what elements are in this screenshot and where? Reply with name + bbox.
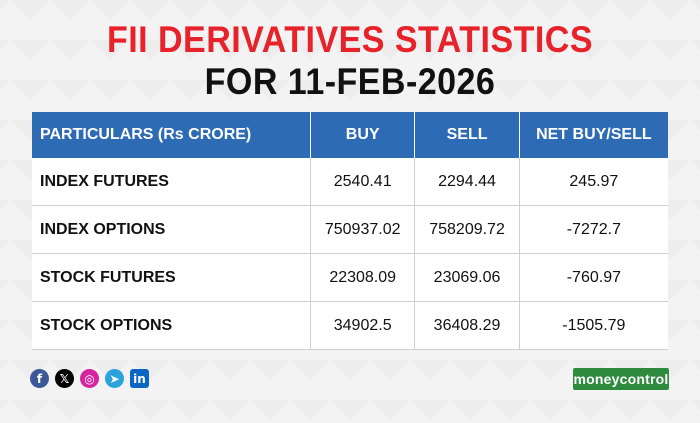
row-sell: 758209.72 [414,205,520,254]
row-buy: 22308.09 [310,253,416,302]
table-row: INDEX OPTIONS 750937.02 758209.72 -7272.… [32,205,668,254]
row-particular: INDEX OPTIONS [32,205,311,254]
row-net: -1505.79 [519,301,668,350]
row-sell: 2294.44 [414,158,520,206]
table-row: INDEX FUTURES 2540.41 2294.44 245.97 [32,158,668,206]
title-line-2: FOR 11-FEB-2026 [204,61,496,102]
telegram-icon[interactable]: ➤ [105,369,124,388]
social-icons: f 𝕏 ◎ ➤ in [30,369,149,388]
row-net: -7272.7 [519,205,668,254]
table-row: STOCK FUTURES 22308.09 23069.06 -760.97 [32,253,668,302]
row-buy: 34902.5 [310,301,416,350]
row-particular: STOCK OPTIONS [32,301,311,350]
header-sell: SELL [414,112,520,158]
facebook-icon[interactable]: f [30,369,49,388]
row-net: -760.97 [519,253,668,302]
title-line-1: FII DERIVATIVES STATISTICS [106,19,594,60]
row-sell: 23069.06 [414,253,520,302]
moneycontrol-logo: moneycontrol [573,368,669,390]
table-header-row: PARTICULARS (Rs CRORE) BUY SELL NET BUY/… [32,112,668,158]
header-net: NET BUY/SELL [519,112,668,158]
row-buy: 750937.02 [310,205,416,254]
row-sell: 36408.29 [414,301,520,350]
table-row: STOCK OPTIONS 34902.5 36408.29 -1505.79 [32,301,668,350]
row-particular: STOCK FUTURES [32,253,311,302]
instagram-icon[interactable]: ◎ [80,369,99,388]
x-icon[interactable]: 𝕏 [55,369,74,388]
row-buy: 2540.41 [310,158,416,206]
derivatives-table: PARTICULARS (Rs CRORE) BUY SELL NET BUY/… [32,112,668,350]
header-buy: BUY [310,112,416,158]
header-particulars: PARTICULARS (Rs CRORE) [32,112,311,158]
row-particular: INDEX FUTURES [32,158,311,206]
row-net: 245.97 [519,158,668,206]
linkedin-icon[interactable]: in [130,369,149,388]
